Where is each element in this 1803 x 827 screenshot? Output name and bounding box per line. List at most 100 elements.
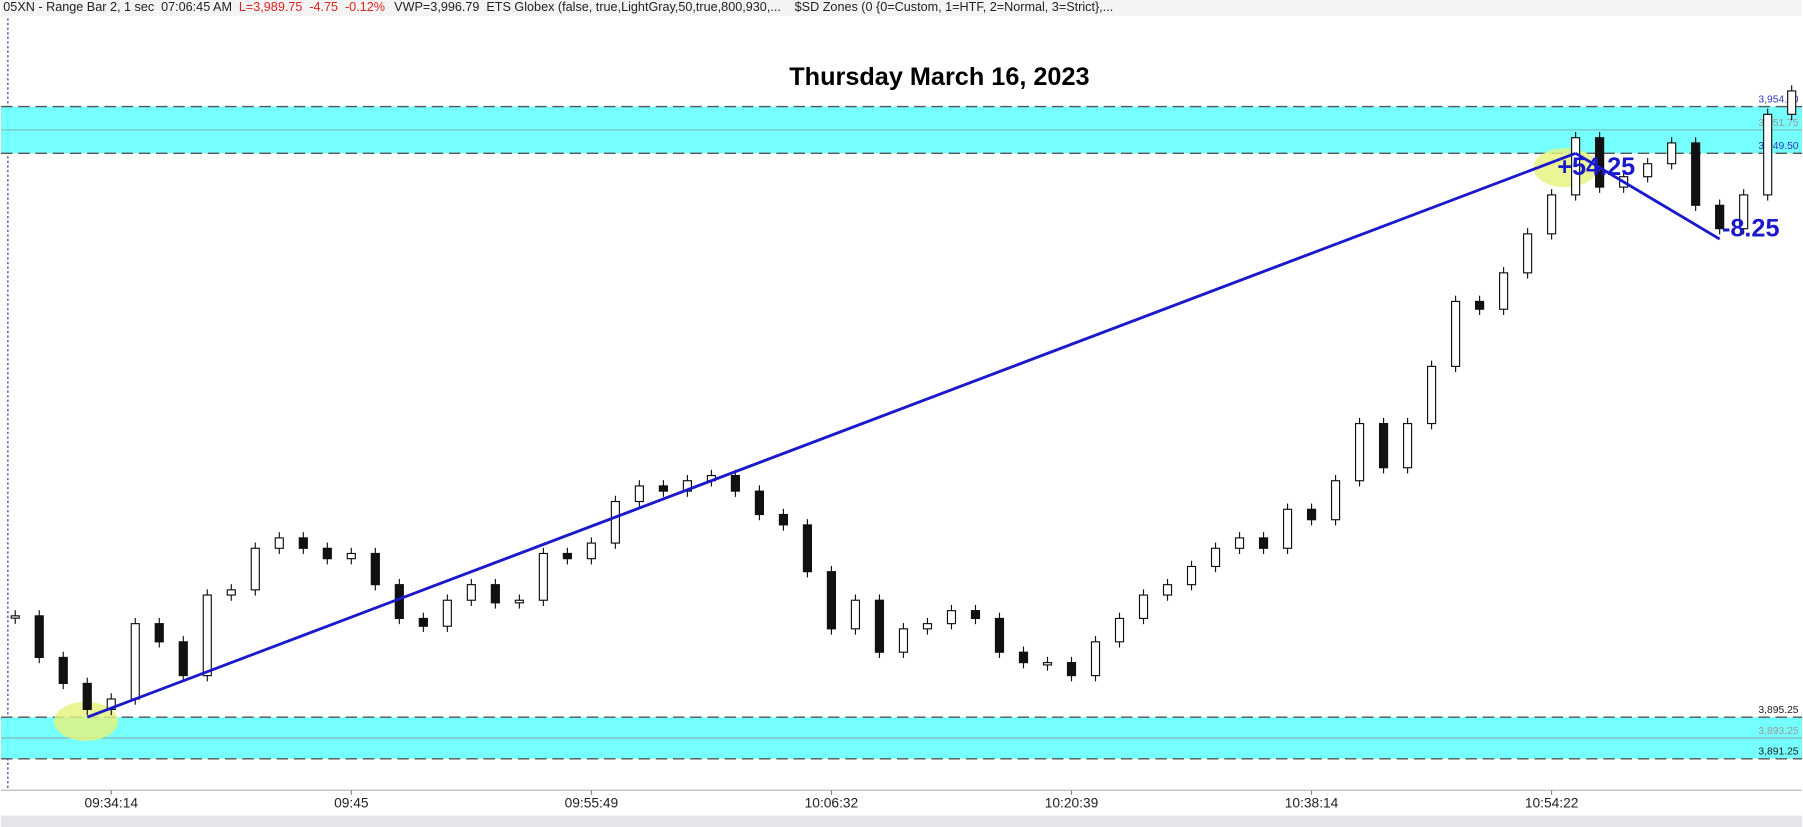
candle [370, 552, 380, 586]
candle [850, 599, 861, 630]
trend-line [1574, 152, 1721, 241]
candle [562, 552, 572, 560]
indicator: ETS Globex (false, true,LightGray,50,tru… [486, 0, 781, 14]
candle [82, 682, 92, 710]
candle [538, 552, 548, 601]
candle [1763, 113, 1773, 196]
candle [1571, 137, 1581, 196]
candle [898, 628, 909, 653]
candle [754, 490, 765, 516]
candle [1450, 300, 1461, 367]
candle [1066, 662, 1077, 677]
x-tick-label: 09:55:49 [565, 796, 619, 811]
level-label: 3,949.50 [1758, 141, 1798, 152]
x-tick-label: 09:34:14 [84, 796, 138, 811]
candle [1090, 641, 1101, 677]
candle [1162, 584, 1173, 596]
candle [922, 623, 933, 630]
x-tick-label: 10:06:32 [805, 796, 859, 811]
candle [1547, 194, 1557, 235]
candle [1330, 480, 1341, 521]
candle [466, 584, 476, 601]
candle [250, 547, 260, 591]
candle [1138, 594, 1149, 620]
candle [202, 594, 212, 677]
candle [1378, 422, 1389, 469]
change: -4.75 [309, 0, 338, 14]
candle [1595, 137, 1605, 188]
instrument: 05XN - Range Bar 2, 1 sec [3, 0, 154, 14]
candle [970, 610, 981, 620]
candle [154, 623, 164, 643]
candle [1306, 508, 1317, 521]
candle [1186, 565, 1197, 586]
candle [34, 615, 44, 658]
candle [10, 615, 20, 619]
x-tick-label: 09:45 [334, 796, 369, 811]
annotations: +54.25-8.25 [86, 151, 1780, 719]
level-label: 3,895.25 [1758, 705, 1798, 716]
x-tick-label: 10:20:39 [1045, 796, 1099, 811]
candle [610, 500, 620, 544]
candle [946, 610, 957, 625]
candle [1258, 537, 1269, 549]
move-label: -8.25 [1722, 215, 1780, 243]
candle [274, 537, 284, 549]
level-label: 3,951.75 [1758, 118, 1798, 129]
candle [1667, 142, 1677, 165]
time: 07:06:45 AM [161, 0, 232, 14]
candle [778, 513, 789, 526]
x-tick-label: 10:54:22 [1525, 796, 1579, 811]
candle [226, 589, 236, 596]
pct: -0.12% [345, 0, 385, 14]
candle [586, 542, 596, 560]
x-axis-labels: 09:34:14 09:45 09:55:49 10:06:32 10:20:39 10:… [84, 790, 1579, 811]
candle [178, 641, 188, 677]
last: L=3,989.75 [239, 0, 303, 14]
candle [1114, 617, 1125, 643]
x-tick-label: 10:38:14 [1285, 796, 1339, 811]
candle [418, 617, 428, 627]
candle [442, 599, 452, 627]
candle [1210, 547, 1221, 568]
candle [1739, 194, 1749, 230]
candle [826, 571, 837, 630]
candle [730, 474, 741, 492]
candle [802, 524, 813, 573]
candle [658, 485, 668, 492]
candle [514, 599, 524, 604]
candle [1691, 142, 1701, 206]
header-bar [0, 0, 1803, 17]
candle [1499, 272, 1509, 310]
vwap: VWP=3,996.79 [394, 0, 479, 14]
level-label: 3,954.00 [1758, 94, 1798, 105]
candle [346, 552, 356, 560]
candle [1426, 365, 1437, 425]
candle [1715, 204, 1725, 230]
candle [1042, 662, 1053, 666]
level-label: 3,891.25 [1758, 747, 1798, 758]
header-text: 05XN - Range Bar 2, 1 sec 07:06:45 AM L=3,… [3, 0, 1113, 14]
candle [1282, 508, 1293, 549]
candle [1354, 422, 1365, 482]
candle [1234, 537, 1245, 549]
candle [1402, 422, 1413, 469]
candle [322, 547, 332, 560]
candle [1643, 163, 1653, 178]
indicator: $SD Zones (0 {0=Custom, 1=HTF, 2=Normal,… [795, 0, 1114, 14]
zones: 3,954.00 3,951.75 3,949.50 3,895.25 3,893.25… [0, 94, 1803, 760]
candle [1787, 90, 1797, 115]
trend-line [86, 151, 1577, 719]
candle [130, 623, 140, 700]
candle [1523, 233, 1533, 274]
candle [634, 485, 644, 503]
candle [298, 537, 308, 549]
level-label: 3,893.25 [1758, 726, 1798, 737]
chart-title: Thursday March 16, 2023 [789, 63, 1089, 91]
footer-bar [0, 815, 1803, 827]
candle [490, 584, 500, 604]
candle [874, 599, 885, 653]
candle [1475, 300, 1485, 310]
